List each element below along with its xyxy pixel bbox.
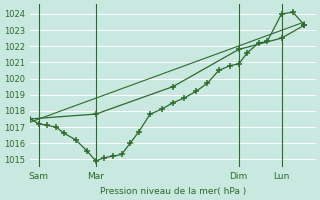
X-axis label: Pression niveau de la mer( hPa ): Pression niveau de la mer( hPa )	[100, 187, 246, 196]
